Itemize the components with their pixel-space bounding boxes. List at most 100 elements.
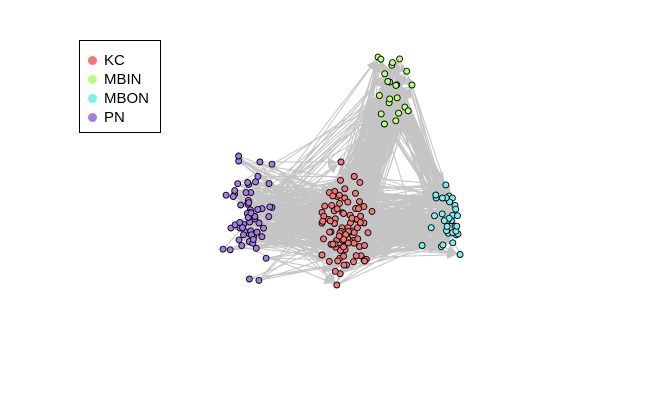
edge-arrowhead bbox=[361, 188, 370, 198]
node-pn bbox=[258, 233, 266, 241]
node-kc bbox=[340, 243, 347, 251]
edge-arrowhead bbox=[436, 171, 444, 182]
legend-label-mbin: MBIN bbox=[104, 70, 142, 88]
legend-item-mbin: MBIN bbox=[88, 70, 142, 88]
node-kc bbox=[350, 239, 358, 247]
node-kc bbox=[326, 228, 334, 236]
edge-arrowhead bbox=[398, 87, 409, 95]
node-pn bbox=[244, 179, 252, 186]
edge bbox=[239, 95, 380, 223]
edge-arrowhead bbox=[414, 231, 422, 242]
node-kc bbox=[356, 178, 364, 186]
edge-arrowhead bbox=[337, 166, 346, 176]
edge-arrowhead bbox=[315, 254, 326, 263]
edge-arrowhead bbox=[309, 243, 320, 253]
node-mbin bbox=[377, 55, 385, 63]
node-pn bbox=[268, 160, 276, 168]
node-mbon bbox=[454, 212, 461, 220]
node-mbin bbox=[404, 107, 412, 115]
node-kc bbox=[344, 198, 352, 206]
node-pn bbox=[238, 242, 246, 250]
node-pn bbox=[266, 203, 274, 211]
node-kc bbox=[340, 261, 348, 269]
edge bbox=[241, 245, 337, 286]
edge-arrowhead bbox=[378, 77, 386, 88]
legend-label-kc: KC bbox=[104, 51, 125, 69]
node-kc bbox=[353, 224, 361, 232]
node-mbin bbox=[381, 70, 389, 78]
edge-arrowhead bbox=[433, 220, 444, 229]
node-pn bbox=[255, 276, 263, 284]
legend-item-mbon: MBON bbox=[88, 89, 149, 107]
edge-arrowhead bbox=[394, 73, 404, 83]
edge-arrowhead bbox=[441, 199, 451, 208]
node-pn bbox=[260, 224, 267, 232]
node-kc bbox=[340, 252, 348, 260]
node-mbon bbox=[432, 191, 440, 199]
node-pn bbox=[262, 254, 270, 262]
node-mbin bbox=[396, 55, 404, 63]
node-kc bbox=[340, 235, 348, 243]
node-pn bbox=[265, 180, 273, 188]
node-kc bbox=[321, 202, 329, 210]
node-pn bbox=[256, 158, 264, 166]
node-kc bbox=[352, 252, 360, 260]
node-kc bbox=[344, 239, 352, 247]
node-kc bbox=[337, 176, 344, 184]
edge-arrowhead bbox=[376, 105, 386, 114]
node-kc bbox=[318, 251, 326, 259]
edge-arrowhead bbox=[417, 225, 428, 234]
node-mbon bbox=[427, 224, 435, 232]
edge-arrowhead bbox=[325, 272, 335, 282]
node-mbin bbox=[392, 81, 400, 89]
edge-arrowhead bbox=[391, 102, 401, 112]
edge-arrowhead bbox=[372, 99, 381, 110]
node-mbin bbox=[377, 110, 385, 118]
edge-arrowhead bbox=[386, 127, 396, 137]
node-pn bbox=[239, 224, 246, 232]
legend-swatch-mbon bbox=[88, 93, 97, 103]
node-kc bbox=[325, 257, 333, 265]
edge-arrowhead bbox=[367, 98, 377, 108]
legend: KC MBIN MBON PN bbox=[79, 40, 161, 133]
node-mbon bbox=[442, 181, 450, 189]
node-kc bbox=[328, 201, 336, 209]
edge-arrowhead bbox=[324, 250, 335, 259]
edge bbox=[248, 98, 391, 242]
node-pn bbox=[236, 218, 244, 226]
node-mbin bbox=[395, 109, 403, 117]
node-pn bbox=[254, 206, 262, 213]
node-pn bbox=[219, 245, 227, 253]
edge-arrowhead bbox=[379, 60, 388, 71]
legend-item-kc: KC bbox=[88, 51, 125, 69]
edge bbox=[240, 120, 397, 206]
node-mbin bbox=[384, 78, 392, 85]
edge bbox=[380, 113, 423, 246]
edge-arrowhead bbox=[432, 182, 442, 191]
node-mbon bbox=[443, 222, 451, 230]
node-kc bbox=[331, 267, 339, 275]
edge-arrowhead bbox=[442, 184, 451, 195]
node-kc bbox=[329, 240, 337, 248]
edge-arrowhead bbox=[400, 116, 408, 127]
node-pn bbox=[237, 201, 245, 209]
node-mbon bbox=[456, 251, 464, 258]
node-kc bbox=[337, 158, 345, 166]
edge-arrowhead bbox=[446, 248, 457, 257]
node-mbin bbox=[375, 92, 383, 100]
edge-arrowhead bbox=[422, 192, 432, 200]
node-mbin bbox=[386, 95, 394, 103]
edge-arrowhead bbox=[367, 60, 376, 71]
node-mbin bbox=[393, 94, 401, 102]
legend-item-pn: PN bbox=[88, 108, 125, 126]
edge-arrowhead bbox=[408, 239, 419, 248]
node-kc bbox=[350, 173, 358, 180]
node-kc bbox=[320, 235, 327, 243]
edge-arrowhead bbox=[409, 114, 417, 125]
edge-arrowhead bbox=[421, 213, 431, 221]
node-layer bbox=[219, 53, 464, 289]
node-pn bbox=[231, 187, 239, 195]
edge-arrowhead bbox=[384, 87, 394, 97]
edge-arrowhead bbox=[328, 158, 337, 166]
edge-arrowhead bbox=[317, 224, 328, 232]
